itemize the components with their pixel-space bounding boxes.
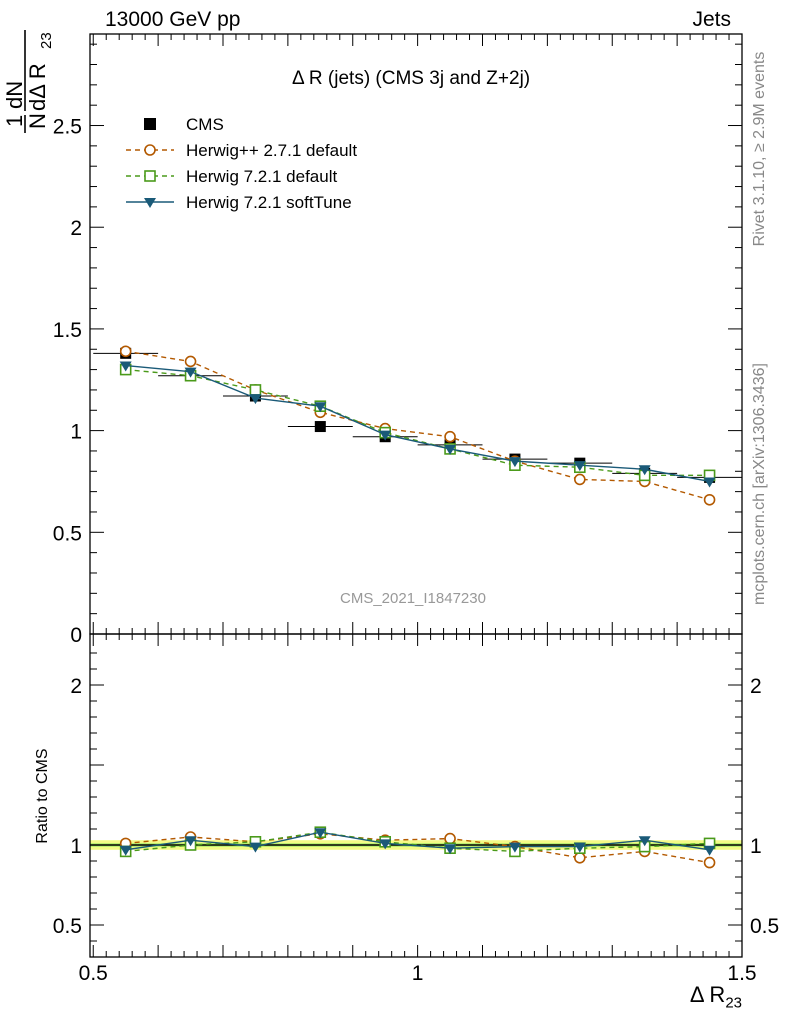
main-series-point — [574, 473, 586, 486]
main-y-tick-label: 2 — [70, 217, 82, 240]
x-tick-label: 1 — [412, 962, 424, 985]
ratio-series-point — [444, 832, 456, 845]
main-y-tick-label: 2.5 — [53, 116, 82, 139]
ratio-y-tick-label-right: 1 — [750, 835, 762, 858]
ratio-series-point — [379, 839, 392, 850]
svg-text:N: N — [25, 113, 50, 129]
analysis-tag: CMS_2021_I1847230 — [340, 590, 486, 607]
main-series-point — [508, 457, 521, 468]
main-y-tick-label: 1 — [70, 421, 82, 444]
svg-text:23: 23 — [38, 32, 55, 49]
main-series-point — [249, 394, 262, 405]
svg-text:1: 1 — [2, 115, 27, 127]
ratio-series-point — [703, 856, 716, 869]
x-tick-label: 0.5 — [79, 962, 108, 985]
ratio-axis-label: Ratio to CMS — [34, 748, 51, 844]
y-axis-label: 1 N dN dΔ R 23 — [2, 30, 55, 133]
main-series-line — [125, 368, 710, 477]
ratio-y-tick-label: 1 — [70, 835, 82, 858]
x-axis-label: Δ R23 — [689, 982, 742, 1012]
ratio-series-line — [125, 833, 710, 864]
main-series-point — [314, 402, 327, 413]
main-series-point — [573, 461, 586, 472]
plot-title: Δ R (jets) (CMS 3j and Z+2j) — [292, 68, 531, 89]
ratio-series-point — [638, 836, 651, 847]
ratio-plot-frame — [89, 633, 743, 958]
main-series-point — [314, 421, 326, 433]
ratio-series-point — [703, 845, 716, 856]
legend-marker — [144, 144, 156, 156]
main-series-point — [379, 430, 392, 441]
legend-marker — [144, 170, 156, 182]
main-series-point — [703, 477, 716, 488]
main-y-tick-label: 0 — [70, 624, 82, 647]
ratio-series-point — [119, 845, 132, 856]
main-series-point — [638, 465, 651, 476]
main-y-tick-label: 1.5 — [53, 319, 82, 342]
ratio-series-line — [125, 831, 710, 851]
main-series-point — [249, 384, 262, 396]
energy-label: 13000 GeV pp — [105, 8, 241, 31]
svg-text:dN: dN — [2, 81, 27, 109]
legend-entry-label: Herwig 7.2.1 default — [186, 167, 337, 186]
main-series-point — [703, 493, 716, 506]
process-label: Jets — [692, 8, 731, 31]
main-series-line — [125, 364, 710, 483]
ratio-series-point — [444, 844, 457, 855]
mcplots-label: mcplots.cern.ch [arXiv:1306.3436] — [751, 363, 768, 605]
main-series-point — [444, 444, 457, 455]
ratio-series-line — [125, 831, 710, 853]
main-y-tick-label: 0.5 — [53, 522, 82, 545]
main-series-point — [119, 361, 132, 372]
legend-entry-label: CMS — [186, 115, 224, 134]
main-series-point — [184, 367, 197, 378]
ratio-y-tick-label-right: 0.5 — [750, 915, 779, 938]
main-series-point — [184, 355, 197, 368]
main-series-point — [444, 430, 456, 443]
legend-marker — [144, 118, 156, 130]
ratio-series-point — [573, 842, 586, 853]
ratio-y-tick-label: 2 — [70, 675, 82, 698]
ratio-series-point — [508, 842, 521, 853]
ratio-y-tick-label: 0.5 — [53, 915, 82, 938]
ratio-series-point — [184, 836, 197, 847]
legend-entry-label: Herwig++ 2.7.1 default — [186, 141, 357, 160]
main-series-line — [125, 350, 710, 501]
ratio-series-point — [314, 828, 327, 839]
legend-marker — [144, 198, 156, 208]
svg-text:dΔ R: dΔ R — [25, 63, 50, 111]
legend-entry-label: Herwig 7.2.1 softTune — [186, 193, 352, 212]
ratio-series-point — [249, 842, 262, 853]
x-tick-label: 1.5 — [727, 962, 756, 985]
main-series-point — [119, 345, 132, 358]
ratio-series-point — [574, 851, 586, 864]
rivet-label: Rivet 3.1.10, ≥ 2.9M events — [751, 51, 768, 247]
ratio-y-tick-label-right: 2 — [750, 675, 762, 698]
